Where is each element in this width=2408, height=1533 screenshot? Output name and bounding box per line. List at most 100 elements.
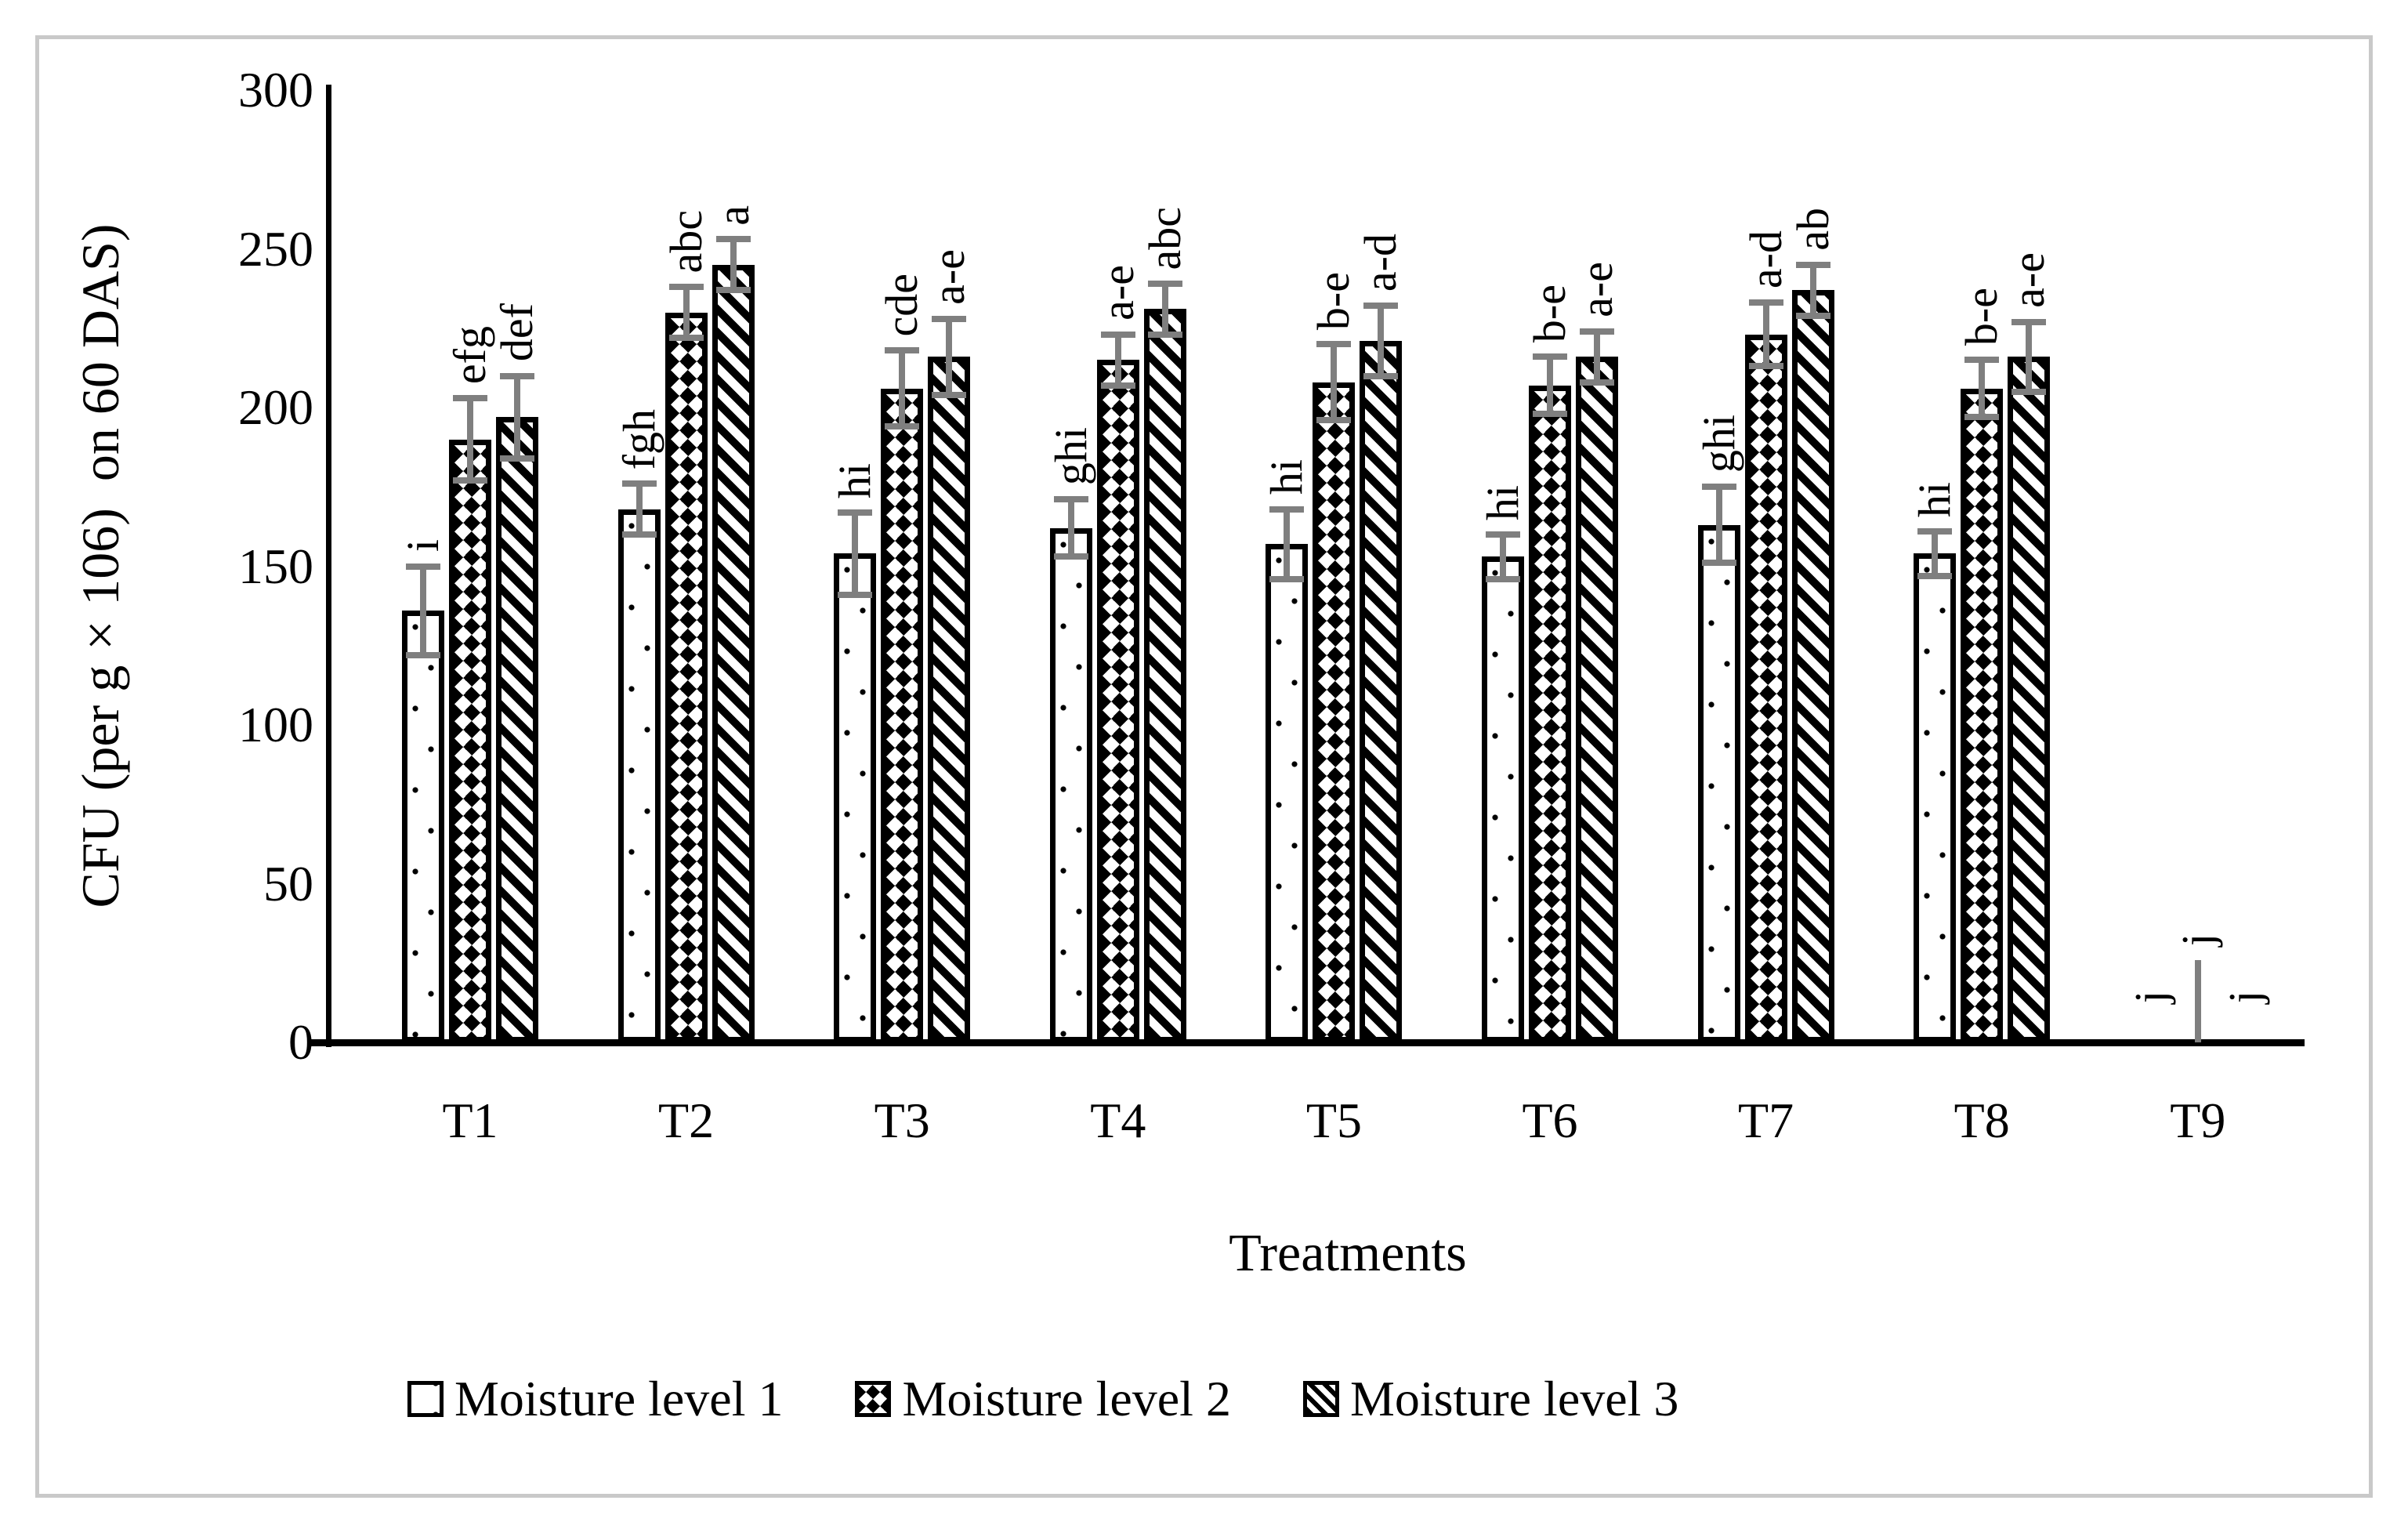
bar-T6-series3	[1576, 357, 1618, 1042]
y-tick-label: 50	[263, 855, 313, 911]
error-bar-cap	[1580, 379, 1614, 386]
error-bar	[1932, 531, 1939, 576]
legend-swatch-dots	[407, 1381, 444, 1417]
error-bar	[1378, 306, 1385, 376]
error-bar-cap	[1147, 281, 1182, 288]
legend-label: Moisture level 3	[1349, 1371, 1679, 1426]
bar-T2-series1	[617, 509, 661, 1042]
significance-letter: i	[397, 539, 448, 553]
bar-T1-series3	[496, 417, 538, 1042]
error-bar-cap	[1748, 299, 1783, 306]
y-tick-label: 0	[288, 1014, 313, 1070]
bar-T5-series2	[1313, 382, 1356, 1042]
legend-swatch-checker	[855, 1381, 892, 1417]
significance-letter: a-d	[1740, 230, 1791, 289]
error-bar	[2026, 321, 2033, 392]
error-bar	[683, 287, 690, 338]
bar-T8-series1	[1914, 553, 1957, 1042]
significance-letter: b-e	[1524, 284, 1575, 343]
error-bar-cap	[1100, 331, 1135, 338]
error-bar	[1594, 331, 1600, 382]
error-bar-cap	[1100, 382, 1135, 389]
significance-letter: hi	[1261, 459, 1313, 495]
error-bar	[514, 375, 520, 458]
legend-swatch-diagonal	[1302, 1381, 1339, 1417]
error-bar-cap	[1795, 261, 1830, 268]
x-tick-label: T7	[1738, 1093, 1794, 1148]
error-bar-cap	[1269, 575, 1305, 582]
error-bar-cap	[453, 477, 487, 484]
error-bar-cap	[1795, 312, 1830, 319]
bar-T4-series1	[1049, 527, 1092, 1042]
error-bar	[1762, 303, 1769, 367]
error-bar	[730, 239, 737, 291]
error-bar-cap	[1269, 506, 1305, 513]
error-bar-cap	[668, 334, 704, 341]
error-bar-cap	[1964, 357, 2000, 364]
bar-T4-series3	[1143, 309, 1186, 1042]
x-axis-line	[308, 1039, 2305, 1046]
error-bar-cap	[1533, 353, 1567, 361]
bar-T8-series3	[2008, 357, 2051, 1042]
error-bar	[1979, 360, 1986, 418]
x-tick-label: T2	[658, 1093, 715, 1148]
bar-T3-series2	[881, 388, 924, 1042]
error-bar	[1331, 344, 1338, 421]
bar-T3-series3	[928, 357, 971, 1042]
bar-T2-series2	[664, 312, 708, 1042]
significance-letter: a-d	[1355, 234, 1407, 292]
error-bar	[1161, 284, 1168, 335]
error-bar-cap	[668, 284, 704, 291]
error-bar-cap	[1486, 531, 1520, 538]
x-tick-label: T6	[1522, 1093, 1578, 1148]
bar-T5-series3	[1360, 340, 1403, 1042]
error-bar-cap	[838, 591, 873, 598]
bar-T7-series3	[1791, 290, 1834, 1042]
bar-T7-series1	[1697, 524, 1740, 1042]
error-bar-cap	[932, 391, 967, 398]
error-bar	[1547, 357, 1553, 415]
y-axis-line	[326, 85, 331, 1047]
error-bar-cap	[1580, 328, 1614, 335]
significance-letter: ab	[1787, 208, 1838, 251]
x-tick-label: T4	[1090, 1093, 1146, 1148]
significance-letter: a-e	[2003, 252, 2055, 308]
bar-T2-series3	[712, 264, 755, 1042]
error-bar-cap	[621, 531, 657, 538]
significance-letter: def	[491, 303, 542, 362]
error-bar-cap	[621, 480, 657, 487]
significance-letter: ghi	[1693, 415, 1744, 473]
significance-letter: a	[707, 205, 759, 226]
error-bar-cap	[1486, 575, 1520, 582]
error-bar	[467, 397, 473, 481]
significance-letter: j	[2218, 990, 2270, 1003]
legend: Moisture level 1 Moisture level 2 Moistu…	[407, 1373, 1678, 1425]
legend-item-moisture-level-1: Moisture level 1	[407, 1373, 783, 1425]
error-bar	[635, 484, 643, 535]
significance-letter: j	[2124, 990, 2176, 1003]
significance-letter: j	[2171, 933, 2223, 946]
error-bar-cap	[885, 423, 920, 430]
error-bar-cap	[1917, 527, 1953, 535]
bar-T5-series1	[1266, 544, 1309, 1042]
error-bar	[1809, 264, 1816, 316]
error-bar-cap	[500, 455, 534, 462]
error-bar-cap	[1147, 331, 1182, 338]
significance-letter: abc	[1139, 206, 1190, 270]
x-axis-title: Treatments	[1229, 1223, 1467, 1282]
significance-letter: a-e	[1092, 265, 1143, 321]
significance-letter: fgh	[613, 408, 664, 470]
x-tick-label: T9	[2170, 1093, 2226, 1148]
y-tick-label: 300	[238, 62, 313, 118]
error-bar-cap	[1964, 414, 2000, 421]
y-tick-label: 250	[238, 220, 313, 277]
error-bar-cap	[1701, 484, 1736, 491]
error-bar	[1114, 334, 1121, 386]
bar-T6-series1	[1482, 556, 1524, 1042]
legend-label: Moisture level 2	[902, 1371, 1231, 1426]
significance-letter: hi	[829, 462, 881, 498]
error-bar-cap	[838, 509, 873, 516]
significance-letter: ghi	[1045, 427, 1096, 486]
significance-letter: efg	[444, 325, 495, 384]
